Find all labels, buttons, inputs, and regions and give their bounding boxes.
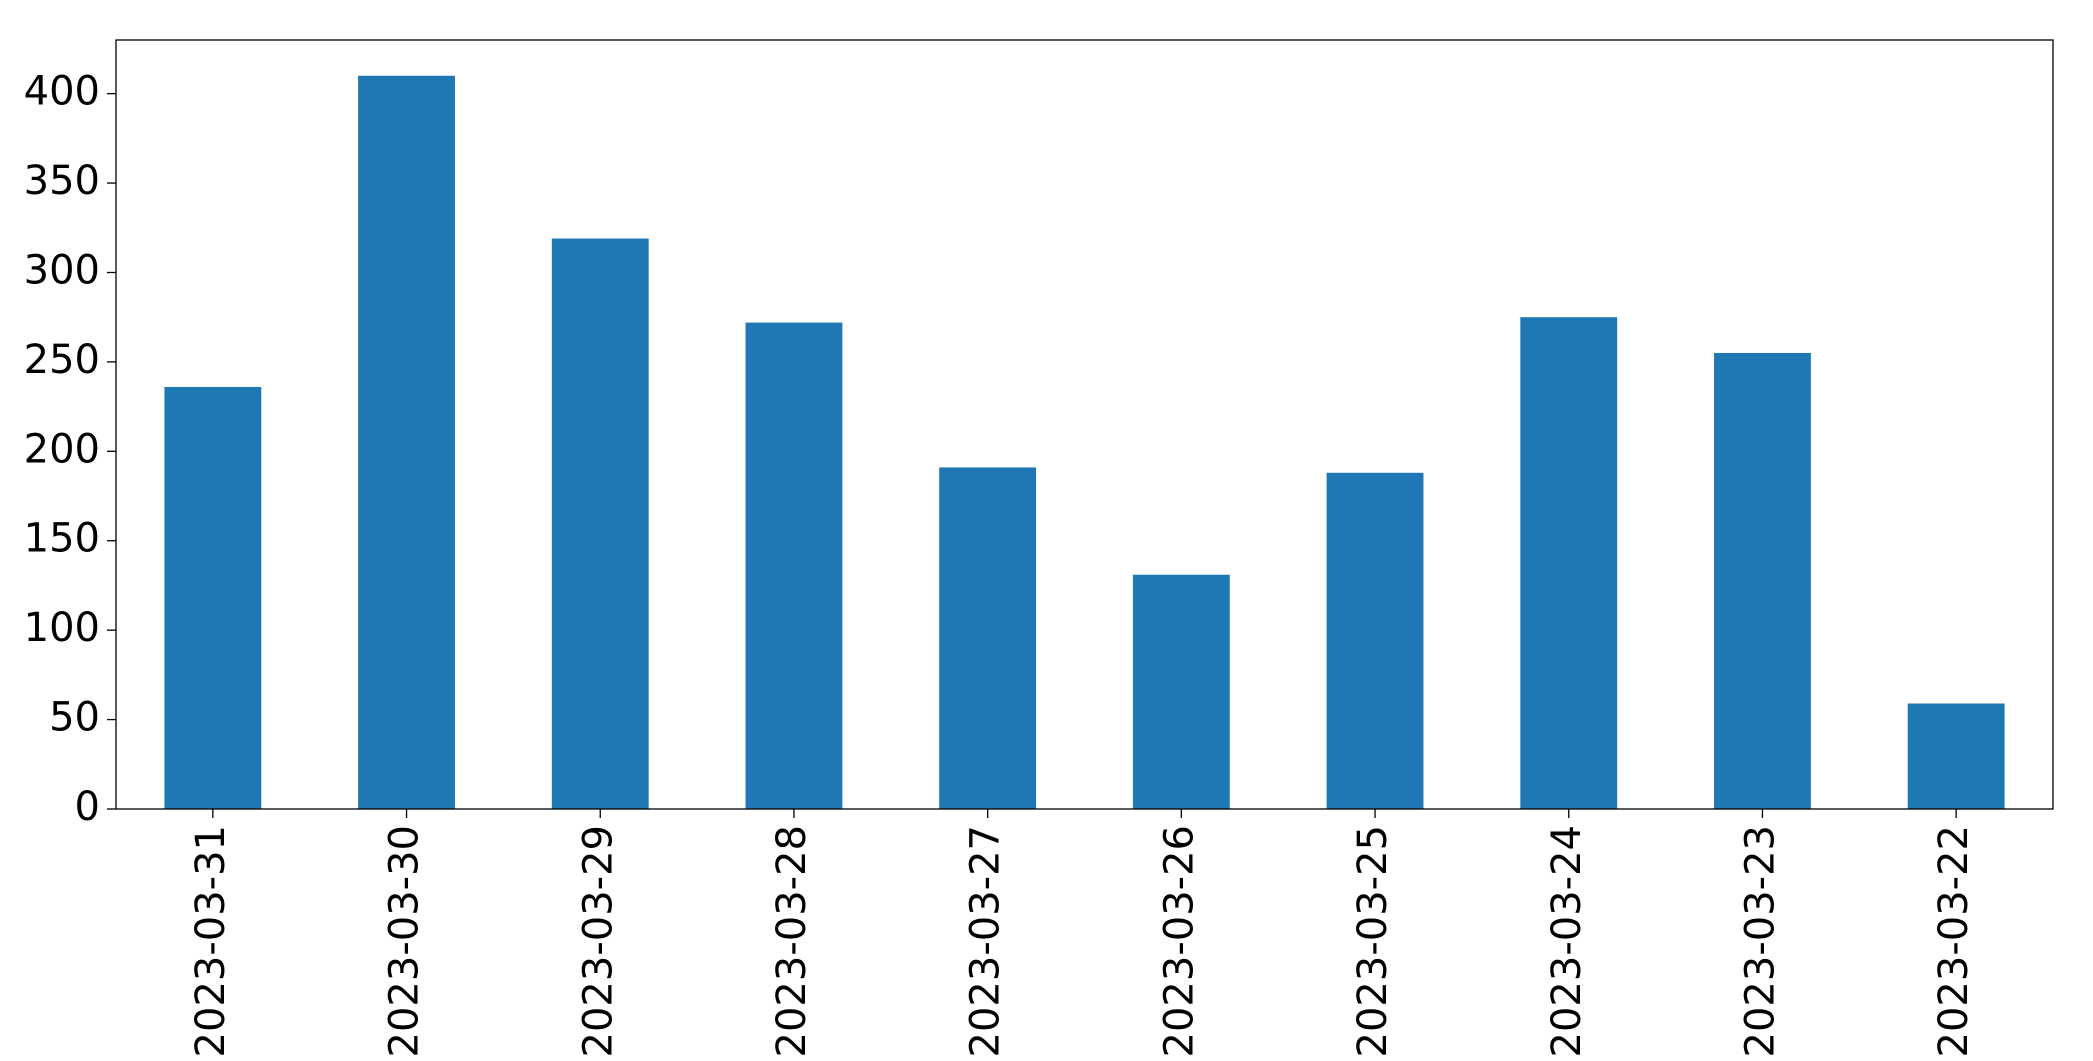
x-tick-label: 2023-03-26 [1156,825,1202,1057]
x-tick-label: 2023-03-22 [1931,825,1977,1057]
bar [1132,574,1230,809]
y-tick-label: 250 [24,337,100,383]
x-tick-label: 2023-03-24 [1544,825,1590,1057]
x-tick-label: 2023-03-25 [1350,825,1396,1057]
y-tick-label: 0 [75,784,100,830]
x-tick-label: 2023-03-28 [769,825,815,1057]
bar [1714,352,1811,809]
bar [1326,472,1424,809]
bar [164,386,262,809]
plot-frame [115,39,2054,810]
x-tick-label: 2023-03-30 [382,825,428,1057]
bar [939,467,1037,809]
y-tick-label: 350 [24,158,100,204]
x-tick-label: 2023-03-23 [1737,825,1783,1057]
y-tick-label: 400 [24,69,100,115]
bar [358,75,455,809]
y-tick-label: 150 [24,516,100,562]
bar [1907,703,2005,809]
y-tick-label: 300 [24,247,100,293]
bar [551,238,649,810]
x-tick-label: 2023-03-27 [963,825,1009,1057]
x-tick-label: 2023-03-29 [575,825,621,1057]
y-tick-label: 200 [24,426,100,472]
bar [745,322,843,809]
bar [1520,317,1618,809]
y-tick-label: 100 [24,605,100,651]
y-tick-label: 50 [49,695,100,741]
x-tick-label: 2023-03-31 [188,825,234,1057]
